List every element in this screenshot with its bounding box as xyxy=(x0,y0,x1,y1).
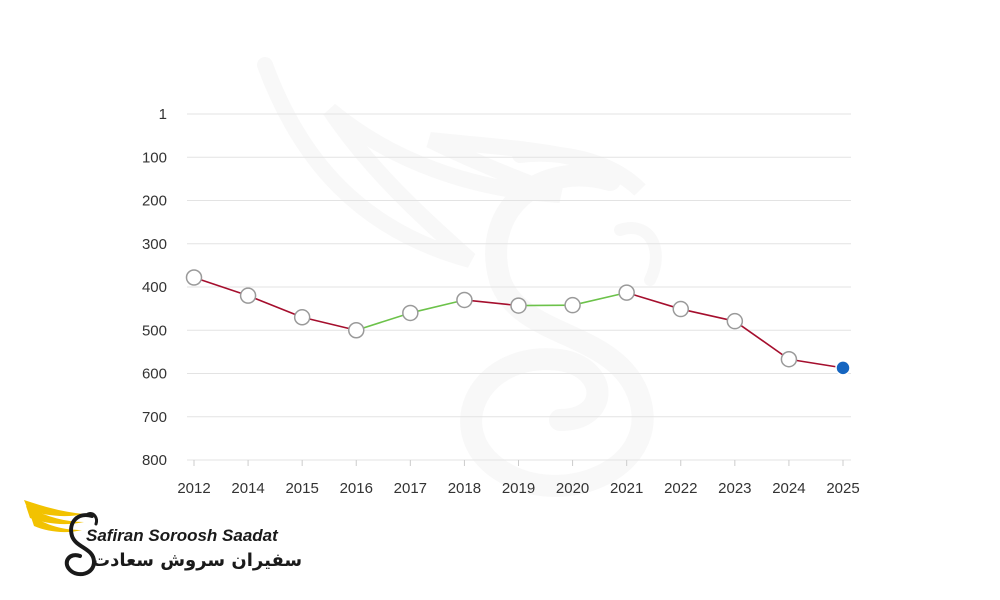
x-tick-label: 2021 xyxy=(610,480,643,497)
y-tick-label: 200 xyxy=(142,193,167,210)
data-points xyxy=(185,269,851,376)
y-gridlines xyxy=(187,113,851,461)
data-point[interactable] xyxy=(348,322,365,339)
x-tick-label: 2022 xyxy=(664,480,697,497)
x-axis-ticks: 2012 2014 2015 2016 2017 2018 2019 2020 2021 2022… xyxy=(177,460,860,497)
watermark-icon xyxy=(257,57,662,497)
data-point[interactable] xyxy=(239,287,257,304)
logo-name-english: Safiran Soroosh Saadat xyxy=(86,526,278,545)
series-segment xyxy=(680,308,736,322)
series-segment xyxy=(247,294,303,319)
data-point[interactable] xyxy=(672,300,689,318)
logo-name-persian: سفیران سروش سعادت xyxy=(92,550,303,571)
current-data-point[interactable] xyxy=(835,360,851,376)
winged-s-logo-icon xyxy=(24,500,98,577)
data-point[interactable] xyxy=(564,296,581,314)
series-segment xyxy=(193,276,249,297)
series-segment xyxy=(410,299,465,314)
y-tick-label: 600 xyxy=(142,366,167,383)
y-tick-label: 300 xyxy=(142,236,167,253)
x-tick-label: 2017 xyxy=(394,480,427,497)
x-tick-label: 2014 xyxy=(231,480,264,497)
line-series xyxy=(193,276,844,369)
y-tick-label: 500 xyxy=(142,322,167,339)
y-tick-label: 700 xyxy=(142,409,167,426)
y-tick-label: 1 xyxy=(159,106,167,123)
data-point[interactable] xyxy=(402,304,419,322)
series-segment xyxy=(734,320,790,360)
x-tick-label: 2023 xyxy=(718,480,751,497)
data-point[interactable] xyxy=(456,291,473,309)
y-tick-label: 800 xyxy=(142,452,167,469)
y-tick-label: 100 xyxy=(142,149,167,166)
y-axis-ticks: 1 100 200 300 400 500 600 700 800 xyxy=(142,106,167,469)
series-segment xyxy=(788,358,844,369)
x-tick-label: 2019 xyxy=(502,480,535,497)
series-segment xyxy=(626,291,681,310)
company-logo: Safiran Soroosh Saadat سفیران سروش سعادت xyxy=(22,492,302,582)
x-tick-label: 2015 xyxy=(285,480,318,497)
data-point[interactable] xyxy=(185,269,203,286)
x-tick-label: 2024 xyxy=(772,480,805,497)
data-point[interactable] xyxy=(780,350,798,368)
y-tick-label: 400 xyxy=(142,279,167,296)
data-point[interactable] xyxy=(510,297,527,314)
x-tick-label: 2012 xyxy=(177,480,210,497)
x-tick-label: 2020 xyxy=(556,480,589,497)
series-segment xyxy=(356,312,411,332)
data-point[interactable] xyxy=(618,284,635,301)
series-segment xyxy=(301,316,357,332)
x-tick-label: 2018 xyxy=(448,480,481,497)
x-tick-label: 2025 xyxy=(826,480,859,497)
series-segment xyxy=(572,291,627,306)
series-segment xyxy=(464,299,519,307)
data-point[interactable] xyxy=(726,312,744,330)
data-point[interactable] xyxy=(293,309,311,326)
x-tick-label: 2016 xyxy=(340,480,373,497)
